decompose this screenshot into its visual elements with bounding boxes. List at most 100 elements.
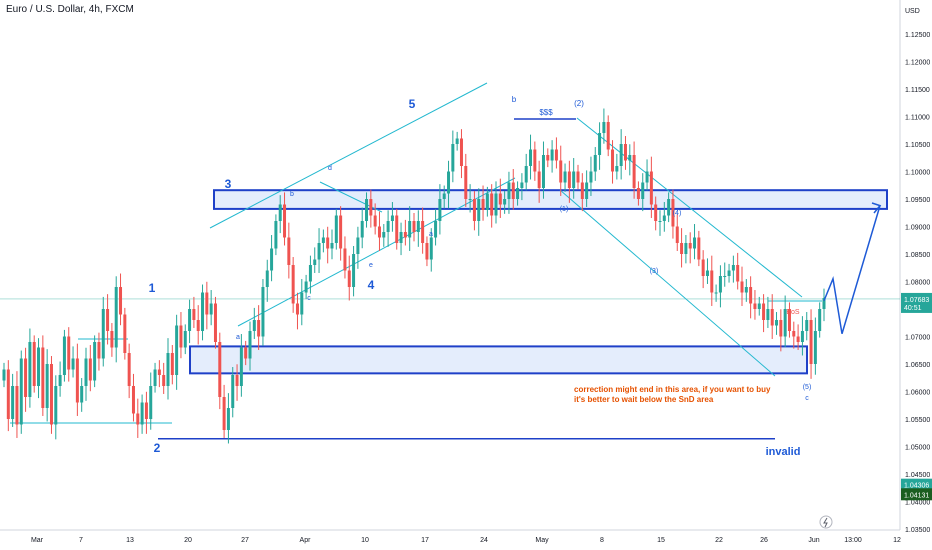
candle-body [580, 182, 584, 199]
candle-body [2, 369, 6, 381]
candle-body [654, 204, 658, 221]
time-tick-label: 15 [657, 537, 665, 544]
currency-label: USD [905, 8, 920, 15]
candle-body [611, 149, 615, 172]
price-tick-label: 1.07000 [905, 335, 930, 342]
candle-body [494, 193, 498, 216]
lightning-icon [819, 515, 833, 529]
price-tick-label: 1.12500 [905, 32, 930, 39]
sub-wave-label: a [236, 334, 240, 341]
candle-body [403, 232, 407, 238]
candle-body [710, 270, 714, 293]
candle-body [770, 309, 774, 326]
candle-body [554, 149, 558, 161]
candle-body [399, 232, 403, 243]
trendline [576, 117, 803, 298]
candle-body [192, 309, 196, 320]
candle-body [343, 248, 347, 271]
candle-body [766, 309, 770, 320]
time-tick-label: 26 [760, 537, 768, 544]
candle-body [593, 155, 597, 172]
candle-body [41, 347, 45, 408]
time-tick-label: 22 [715, 537, 723, 544]
projection-path [823, 205, 881, 334]
price-tick-label: 1.05000 [905, 445, 930, 452]
candle-body [662, 215, 666, 221]
correction-note: correction might end in this area, if yo… [574, 385, 771, 404]
candle-body [429, 237, 433, 260]
candle-body [740, 281, 744, 293]
candle-body [365, 199, 369, 221]
candle-body [106, 309, 110, 331]
candle-body [533, 149, 537, 172]
candle-body [37, 347, 41, 386]
supply-zone-box [213, 189, 888, 210]
candle-body [218, 342, 222, 397]
price-tag-low-text: 1.04131 [904, 492, 929, 499]
candle-body [408, 221, 412, 238]
candle-body [412, 221, 416, 232]
candle-body [6, 369, 10, 419]
candle-body [209, 303, 213, 315]
candle-body [675, 226, 679, 243]
candle-body [563, 171, 567, 183]
candle-body [205, 292, 209, 315]
price-tick-label: 1.05500 [905, 417, 930, 424]
candle-body [693, 237, 697, 249]
candle-body [62, 336, 66, 375]
candle-body [339, 215, 343, 249]
price-tick-label: 1.12000 [905, 60, 930, 67]
candle-body [377, 226, 381, 238]
candle-body [805, 320, 809, 331]
price-tick-label: 1.04000 [905, 500, 930, 507]
candle-body [684, 243, 688, 254]
candle-body [671, 199, 675, 227]
candle-body [667, 199, 671, 216]
candle-body [757, 303, 761, 309]
candle-body [481, 199, 485, 210]
candle-body [24, 358, 28, 397]
candle-body [727, 270, 731, 276]
candle-body [196, 320, 200, 331]
candle-body [641, 182, 645, 199]
candle-body [438, 199, 442, 221]
candle-body [58, 375, 62, 386]
candle-body [11, 386, 15, 419]
candle-body [149, 386, 153, 419]
candle-body [718, 276, 722, 293]
candle-body [270, 248, 274, 271]
candle-body [705, 270, 709, 276]
price-tag-high-text: 1.04306 [904, 483, 929, 490]
trendline [237, 177, 516, 327]
candle-body [84, 358, 88, 386]
candle-body [459, 138, 463, 166]
candle-body [326, 237, 330, 249]
candle-body [386, 221, 390, 232]
candle-body [658, 221, 662, 222]
candle-body [787, 309, 791, 331]
sub-wave-label: (1) [560, 206, 569, 213]
candle-body [28, 342, 32, 397]
candle-body [101, 309, 105, 359]
price-tick-label: 1.08500 [905, 252, 930, 259]
candle-body [649, 171, 653, 205]
candle-body [464, 166, 468, 199]
candle-body [623, 144, 627, 161]
candle-body [265, 270, 269, 287]
candle-body [321, 237, 325, 243]
candle-body [619, 144, 623, 166]
candle-body [572, 171, 576, 188]
candle-body [615, 166, 619, 172]
candle-body [75, 358, 79, 403]
candle-body [567, 171, 571, 188]
wave-label: 3 [225, 177, 232, 191]
price-tick-label: 1.08000 [905, 280, 930, 287]
candle-body [313, 259, 317, 265]
candle-body [140, 402, 144, 425]
price-tick-label: 1.10500 [905, 142, 930, 149]
candle-body [136, 413, 140, 425]
candle-body [520, 182, 524, 188]
sub-wave-labels: a b c d e a (1) (3) (4) (5) c [236, 165, 811, 402]
